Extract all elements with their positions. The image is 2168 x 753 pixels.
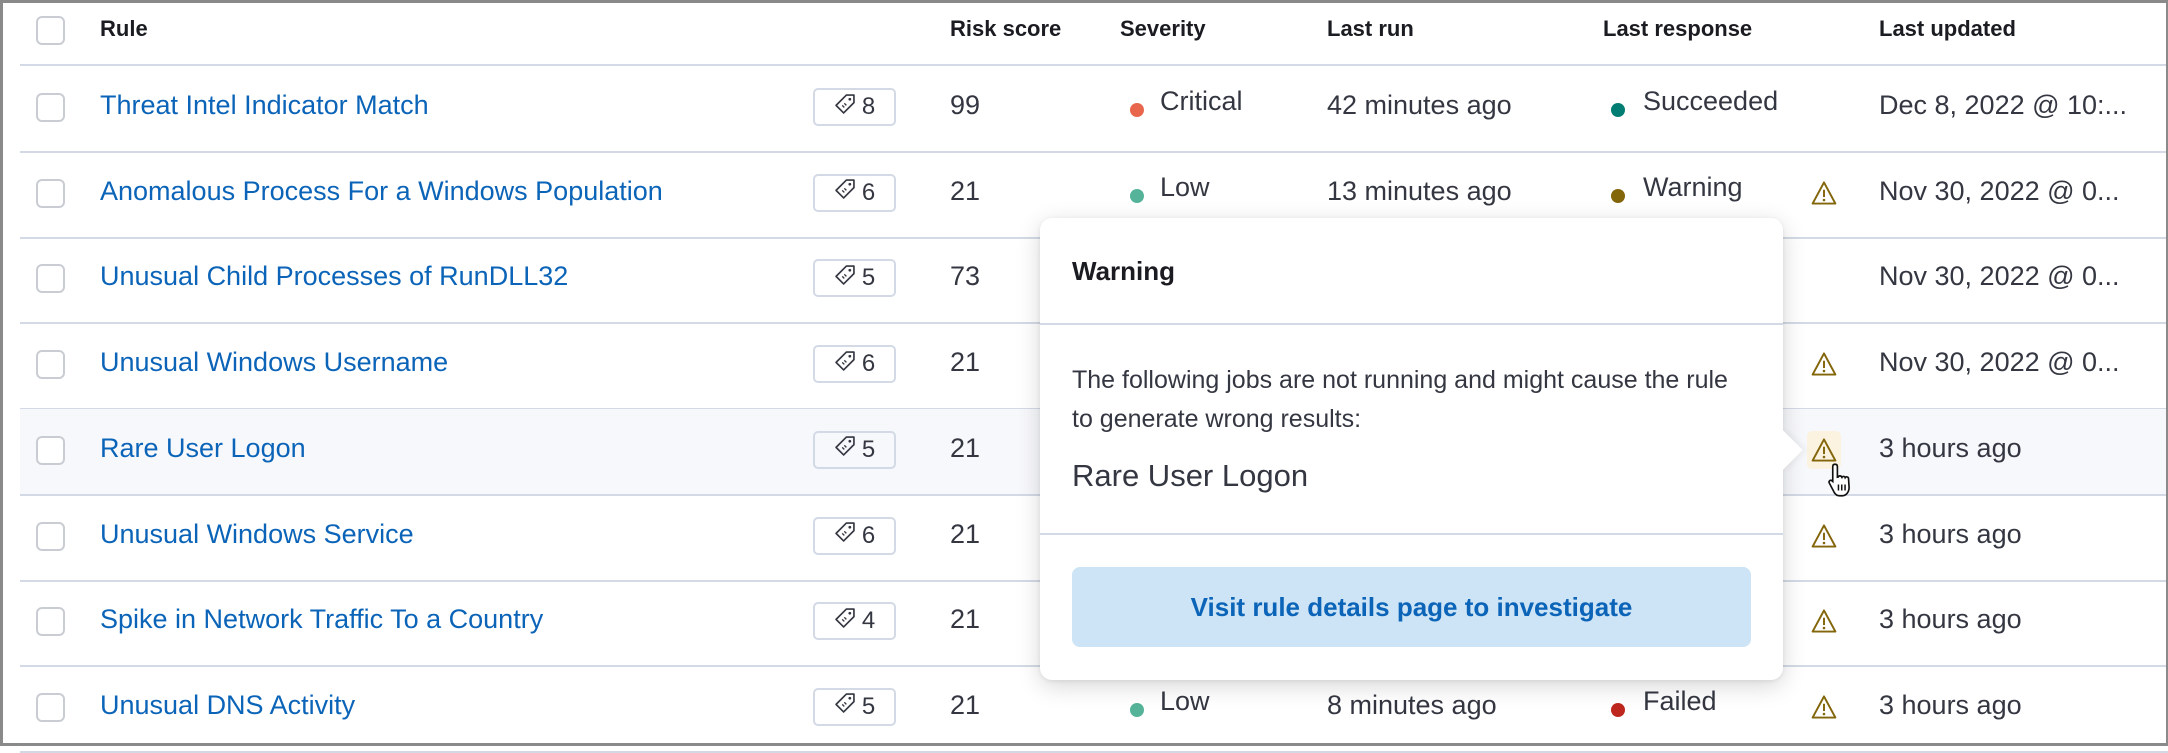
tags-count: 6 — [861, 521, 876, 549]
tag-icon — [834, 435, 856, 464]
visit-rule-details-button[interactable]: Visit rule details page to investigate — [1072, 567, 1751, 647]
rule-name-link[interactable]: Unusual DNS Activity — [100, 689, 356, 720]
popover-title: Warning — [1072, 256, 1176, 286]
tags-badge[interactable]: 6 — [813, 345, 896, 384]
row-checkbox[interactable] — [36, 178, 65, 208]
tag-icon — [834, 178, 856, 207]
tags-badge[interactable]: 4 — [813, 602, 896, 641]
last-updated: Dec 8, 2022 @ 10:... — [1879, 90, 2128, 120]
column-last-updated[interactable]: Last updated — [1879, 16, 2016, 41]
divider — [1040, 533, 1783, 535]
warning-triangle-icon[interactable] — [1807, 430, 1841, 469]
column-rule[interactable]: Rule — [100, 16, 148, 41]
popover-message: The following jobs are not running and m… — [1072, 366, 1728, 433]
select-all-checkbox[interactable] — [36, 16, 65, 45]
risk-score: 99 — [950, 90, 981, 120]
risk-score: 21 — [950, 347, 981, 378]
response-status-dot — [1611, 188, 1625, 203]
severity: Critical — [1160, 86, 1243, 116]
row-checkbox[interactable] — [36, 264, 65, 294]
tag-icon — [834, 521, 856, 550]
warning-triangle-icon[interactable] — [1807, 345, 1841, 383]
last-run: 8 minutes ago — [1327, 689, 1497, 720]
tag-icon — [834, 93, 856, 122]
risk-score: 21 — [950, 689, 981, 720]
last-updated: 3 hours ago — [1879, 689, 2022, 720]
rule-name-link[interactable]: Anomalous Process For a Windows Populati… — [100, 175, 663, 206]
tags-count: 5 — [861, 264, 876, 292]
warning-triangle-icon[interactable] — [1807, 517, 1841, 555]
last-updated: Nov 30, 2022 @ 0... — [1879, 347, 2120, 378]
rule-name-link[interactable]: Spike in Network Traffic To a Country — [100, 604, 544, 635]
severity-dot — [1130, 188, 1144, 203]
response-status-dot — [1611, 103, 1625, 117]
last-updated: Nov 30, 2022 @ 0... — [1879, 261, 2120, 292]
severity: Low — [1160, 685, 1210, 716]
tags-badge[interactable]: 5 — [813, 259, 896, 298]
tags-badge[interactable]: 6 — [813, 516, 896, 555]
row-checkbox[interactable] — [36, 93, 65, 122]
risk-score: 21 — [950, 604, 981, 635]
tags-count: 6 — [861, 178, 876, 206]
divider — [1040, 323, 1783, 325]
tags-count: 4 — [861, 607, 876, 635]
rule-name-link[interactable]: Unusual Child Processes of RunDLL32 — [100, 261, 569, 292]
severity: Low — [1160, 171, 1210, 202]
last-run: 42 minutes ago — [1327, 90, 1512, 120]
row-checkbox[interactable] — [36, 521, 65, 551]
last-updated: 3 hours ago — [1879, 604, 2022, 635]
tags-count: 5 — [861, 435, 876, 463]
tags-badge[interactable]: 6 — [813, 173, 896, 212]
severity-dot — [1130, 103, 1144, 117]
warning-triangle-icon[interactable] — [1807, 174, 1841, 212]
last-run: 13 minutes ago — [1327, 175, 1512, 206]
warning-triangle-icon[interactable] — [1807, 602, 1841, 640]
column-severity[interactable]: Severity — [1120, 16, 1206, 41]
last-updated: 3 hours ago — [1879, 432, 2022, 463]
rule-name-link[interactable]: Unusual Windows Service — [100, 518, 414, 549]
last-updated: 3 hours ago — [1879, 518, 2022, 549]
table-header: Rule Risk score Severity Last run Last r… — [20, 0, 2168, 66]
tags-count: 6 — [861, 350, 876, 378]
risk-score: 73 — [950, 261, 981, 292]
column-last-response[interactable]: Last response — [1603, 16, 1753, 41]
tag-icon — [834, 692, 856, 721]
column-risk-score[interactable]: Risk score — [950, 16, 1062, 41]
warning-popover: Warning The following jobs are not runni… — [1040, 218, 1803, 680]
tag-icon — [834, 264, 856, 293]
table-row: Threat Intel Indicator Match 8 99 Critica… — [20, 66, 2168, 153]
last-updated: Nov 30, 2022 @ 0... — [1879, 175, 2120, 206]
job-name: Rare User Logon — [1072, 458, 1309, 493]
last-response: Failed — [1643, 685, 1717, 716]
column-last-run[interactable]: Last run — [1327, 16, 1414, 41]
tag-icon — [834, 607, 856, 636]
row-checkbox[interactable] — [36, 350, 65, 380]
tags-badge[interactable]: 8 — [813, 88, 896, 126]
risk-score: 21 — [950, 518, 981, 549]
row-checkbox[interactable] — [36, 692, 65, 722]
tags-count: 5 — [861, 692, 876, 720]
table-row: Anomalous Process For a Windows Populati… — [20, 152, 2168, 239]
rule-name-link[interactable]: Unusual Windows Username — [100, 347, 449, 378]
tags-count: 8 — [861, 93, 876, 120]
rule-name-link[interactable]: Threat Intel Indicator Match — [100, 90, 429, 120]
tags-badge[interactable]: 5 — [813, 430, 896, 469]
response-status-dot — [1611, 702, 1625, 717]
rule-name-link[interactable]: Rare User Logon — [100, 432, 306, 463]
pointer-hand-icon — [1826, 462, 1856, 503]
severity-dot — [1130, 702, 1144, 717]
last-response: Warning — [1643, 171, 1743, 202]
risk-score: 21 — [950, 432, 981, 463]
row-checkbox[interactable] — [36, 607, 65, 637]
risk-score: 21 — [950, 175, 981, 206]
last-response: Succeeded — [1643, 86, 1779, 116]
tag-icon — [834, 350, 856, 379]
row-checkbox[interactable] — [36, 435, 65, 465]
tags-badge[interactable]: 5 — [813, 687, 896, 726]
warning-triangle-icon[interactable] — [1807, 688, 1841, 726]
